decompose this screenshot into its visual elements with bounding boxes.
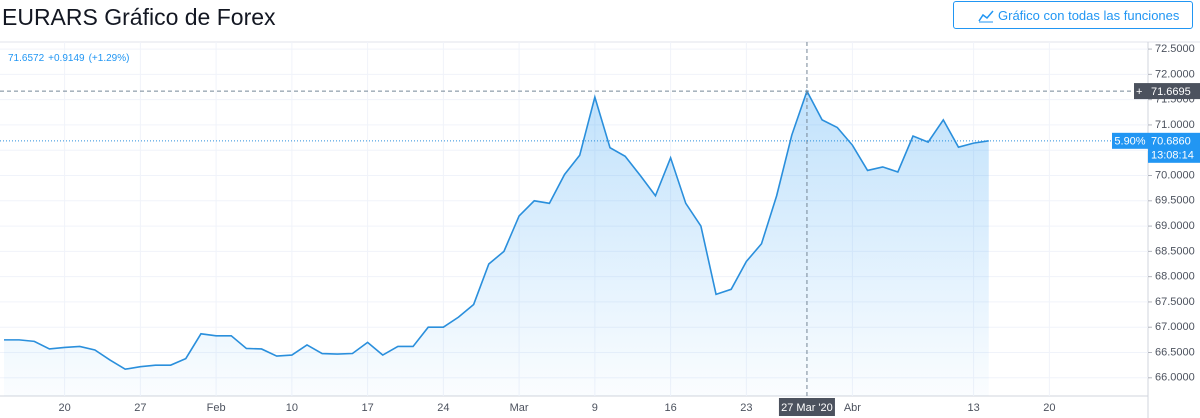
full-chart-button[interactable]: Gráfico con todas las funciones [953,1,1193,29]
legend-change_pct: (+1.29%) [89,53,130,64]
crosshair-x-label: 27 Mar '20 [781,402,833,414]
y-tick-label: 69.0000 [1155,220,1195,232]
y-tick-label: 67.0000 [1155,321,1195,333]
x-tick-label: Abr [844,402,861,414]
y-tick-label: 66.5000 [1155,346,1195,358]
page-title: EURARS Gráfico de Forex [2,4,276,30]
header: EURARS Gráfico de Forex Gráfico con toda… [0,0,1200,42]
last-pct: 5.90% [1114,136,1145,148]
y-tick-label: 70.0000 [1155,169,1195,181]
crosshair-x-box [778,398,835,416]
y-tick-label: 72.5000 [1155,43,1195,55]
x-tick-label: 10 [286,402,298,414]
x-tick-label: 27 [134,402,146,414]
x-tick-label: 9 [592,402,598,414]
y-tick-label: 68.0000 [1155,271,1195,283]
y-tick-label: 71.0000 [1155,119,1195,131]
countdown: 13:08:14 [1151,150,1194,162]
chart-icon [978,10,994,23]
y-tick-label: 68.5000 [1155,245,1195,257]
area [4,91,989,396]
x-tick-label: 24 [437,402,449,414]
legend-text: 71.6572 +0.9149 (+1.29%) [8,53,129,64]
x-tick-label: 20 [1043,402,1055,414]
y-tick-label: 67.5000 [1155,296,1195,308]
last-price-box [1148,132,1200,163]
x-tick-label: 13 [967,402,979,414]
x-tick-label: 20 [58,402,70,414]
crosshair-y-label: 71.6695 [1151,86,1191,98]
y-tick-label: 72.0000 [1155,68,1195,80]
y-tick-label: 66.0000 [1155,372,1195,384]
line [4,89,989,371]
x-tick-label: Mar [510,402,529,414]
crosshair-y-box [1134,83,1200,100]
last-price-label: 70.6860 [1151,136,1191,148]
legend-change: +0.9149 [48,53,85,64]
y-tick-label: 69.5000 [1155,195,1195,207]
button-label: Gráfico con todas las funciones [998,8,1180,23]
x-tick-label: 17 [361,402,373,414]
legend-price: 71.6572 [8,53,45,64]
last-pct-box [1112,132,1148,149]
crosshair-plus: + [1136,86,1142,98]
x-tick-label: Feb [207,402,226,414]
x-tick-label: 23 [740,402,752,414]
x-tick-label: 16 [664,402,676,414]
